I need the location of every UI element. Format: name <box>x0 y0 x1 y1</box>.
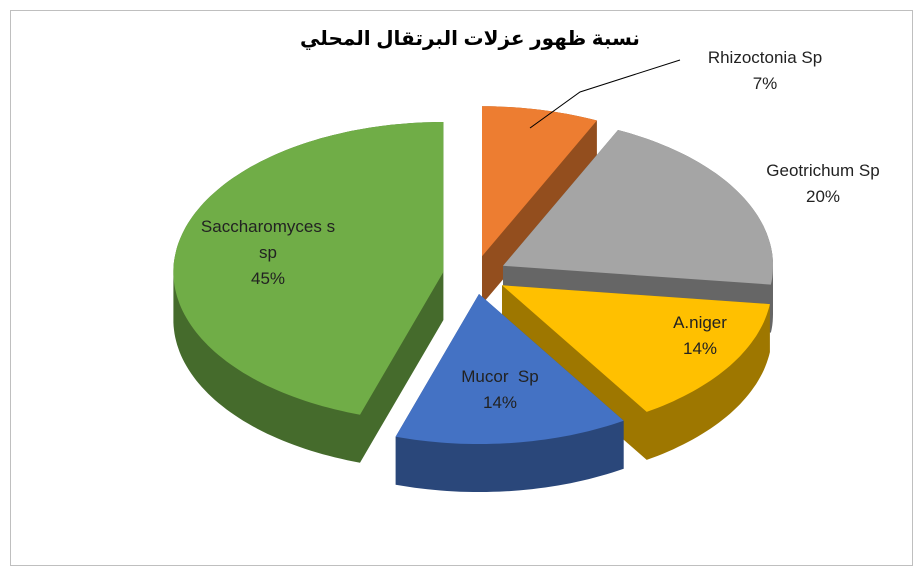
data-label: Saccharomyces s sp 45% <box>193 214 343 292</box>
slice-top <box>482 106 597 257</box>
data-label: Mucor Sp 14% <box>420 364 580 416</box>
slice-top <box>395 294 624 444</box>
data-label: Rhizoctonia Sp 7% <box>680 45 850 97</box>
data-label: Geotrichum Sp 20% <box>728 158 918 210</box>
data-label: A.niger 14% <box>620 310 780 362</box>
value-label: 7% <box>752 74 778 93</box>
pie-slice <box>503 130 773 333</box>
pie-slice <box>395 294 624 492</box>
value-label: 14% <box>482 393 518 412</box>
slice-top <box>503 130 773 285</box>
category-label: A.niger <box>673 313 727 332</box>
category-label: Geotrichum Sp <box>766 161 880 180</box>
slice-top <box>502 285 770 412</box>
value-label: 20% <box>805 187 841 206</box>
category-label: Rhizoctonia Sp <box>707 48 823 67</box>
slice-top <box>173 122 444 415</box>
pie-slice <box>482 106 597 305</box>
chart-title: نسبة ظهور عزلات البرتقال المحلي <box>300 28 640 50</box>
category-label: Mucor Sp <box>461 367 539 386</box>
leader-line <box>529 59 681 129</box>
pie-slice <box>173 122 444 463</box>
value-label: 45% <box>250 269 286 288</box>
pie-slice <box>502 285 770 460</box>
category-label: Saccharomyces s sp <box>200 217 340 262</box>
value-label: 14% <box>682 339 718 358</box>
